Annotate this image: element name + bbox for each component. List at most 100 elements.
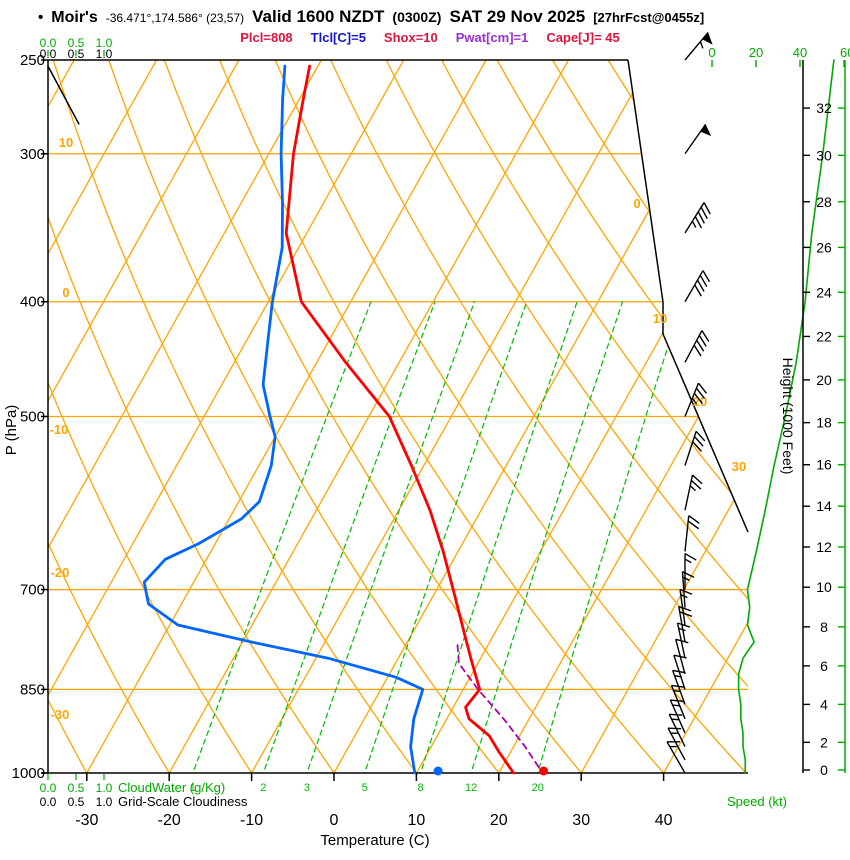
- wind-barb-half: [684, 558, 692, 564]
- adiabat-label: 0: [62, 285, 69, 300]
- wind-barb-full: [693, 344, 702, 357]
- wind-barb: [684, 515, 700, 552]
- wind-barb: [684, 330, 710, 363]
- dry-adiabat-line: [385, 60, 748, 773]
- wind-barb-staff: [684, 474, 694, 511]
- wind-barb-full: [692, 474, 703, 485]
- wind-barb: [684, 474, 703, 511]
- station-bullet-icon: •: [38, 9, 44, 26]
- indices-row: Plcl=808 Tlcl[C]=5 Shox=10 Pwat[cm]=1 Cape[J…: [150, 29, 710, 47]
- wind-barb-half: [691, 397, 698, 405]
- wind-barb-full: [695, 430, 706, 442]
- wind-barb-full: [671, 684, 685, 688]
- cloudwater-scale-top: 0.0: [40, 36, 57, 50]
- adiabat-label: -30: [51, 707, 70, 722]
- height-tick-label: 8: [820, 619, 828, 635]
- height-tick-label: 26: [816, 239, 832, 255]
- wind-barb: [684, 382, 708, 417]
- wind-barb-full: [694, 216, 703, 229]
- plot-boundary-lower: [662, 333, 749, 533]
- valid-zulu: (0300Z): [392, 9, 442, 25]
- dry-adiabat-line: [48, 60, 356, 773]
- index-plcl: Plcl=808: [240, 30, 293, 45]
- height-tick-label: 0: [820, 762, 828, 778]
- wind-barb-full: [670, 699, 684, 703]
- dry-adiabat-line: [48, 60, 272, 773]
- wind-barb-full: [679, 611, 693, 617]
- wind-barb-full: [699, 274, 708, 287]
- wind-barb-pennant: [702, 32, 713, 45]
- forecast-info: [27hrFcst@0455z]: [593, 10, 705, 25]
- adiabat-label: -10: [50, 422, 69, 437]
- cloudiness-label: Grid-Scale Cloudiness: [118, 794, 248, 809]
- temp-tick-label: 40: [655, 812, 673, 829]
- speed-tick-label: 0: [708, 45, 715, 60]
- index-shox: Shox=10: [383, 30, 438, 45]
- mixing-ratio-line: [252, 301, 436, 773]
- wind-barb: [668, 713, 686, 747]
- isotherm-line: [86, 60, 487, 773]
- isotherm-line: [48, 60, 158, 773]
- surface-dewpoint-dot: [433, 766, 443, 776]
- height-tick-label: 28: [816, 194, 832, 210]
- wind-barb-full: [688, 515, 700, 524]
- mixing-ratio-label: 3: [304, 782, 310, 794]
- pressure-tick-label: 1000: [12, 765, 45, 782]
- wind-barb-half: [691, 220, 697, 228]
- pressure-tick-label: 400: [20, 294, 45, 311]
- wind-barb-full: [679, 588, 693, 595]
- temperature-curve: [284, 64, 515, 775]
- wind-barb: [684, 270, 711, 303]
- title-bar: • Moir's -36.471°,174.586° (23,57) Valid…: [38, 7, 704, 27]
- wind-barb-full: [696, 279, 705, 292]
- plot-boundary-upper: [627, 59, 664, 303]
- grid-layer: [48, 60, 748, 773]
- pressure-tick-label: 250: [20, 52, 45, 69]
- cloudwater-scale-top: 1.0: [96, 36, 113, 50]
- cloudiness-profile: [47, 65, 80, 125]
- wind-barb-half: [699, 41, 704, 49]
- dry-adiabat-line: [274, 60, 748, 773]
- height-tick-label: 20: [816, 372, 832, 388]
- mixing-ratio-line: [461, 301, 624, 773]
- dry-adiabat-line: [551, 60, 748, 773]
- wind-barb-full: [696, 339, 705, 352]
- index-pwat: Pwat[cm]=1: [455, 30, 529, 45]
- dry-adiabat-line: [496, 60, 748, 773]
- height-tick-label: 18: [816, 415, 832, 431]
- index-cape: Cape[J]= 45: [546, 30, 620, 45]
- cloudwater-scale-bottom: 0.0: [40, 781, 57, 795]
- dry-adiabat-line: [219, 60, 691, 773]
- speed-tick-label: 20: [749, 45, 763, 60]
- height-tick-label: 2: [820, 734, 828, 750]
- temp-tick-label: -30: [75, 812, 98, 829]
- wind-barb: [684, 430, 706, 466]
- height-axis-title: Height (1000 Feet): [780, 358, 796, 475]
- valid-time: Valid 1600 NZDT: [252, 7, 385, 26]
- height-tick-label: 30: [816, 147, 832, 163]
- wind-barb-half: [673, 689, 681, 693]
- wind-barb-full: [703, 202, 711, 215]
- mixing-ratio-label: 1: [190, 782, 196, 794]
- surface-temp-dot: [539, 766, 549, 776]
- isotherm-label: 30: [732, 459, 746, 474]
- temp-tick-label: 20: [490, 812, 508, 829]
- wind-barb-full: [675, 638, 689, 644]
- wind-barb-full: [700, 206, 708, 219]
- cloudwater-scale-bottom: 0.5: [68, 781, 85, 795]
- pressure-tick-label: 500: [20, 409, 45, 426]
- parcel-curve: [456, 644, 544, 774]
- cloudiness-scale-bottom: 0.0: [40, 795, 57, 809]
- wind-barb-pennant: [700, 124, 712, 137]
- dry-adiabat-line: [48, 60, 189, 773]
- wind-barb-full: [684, 552, 697, 561]
- wind-barb-full: [672, 669, 686, 674]
- wind-barb-full: [697, 211, 705, 224]
- wind-barb-full: [697, 382, 708, 394]
- isotherm-line: [48, 60, 240, 773]
- wind-barb: [681, 571, 695, 608]
- wind-barb-staff: [684, 31, 709, 61]
- station-name: Moir's: [51, 9, 98, 26]
